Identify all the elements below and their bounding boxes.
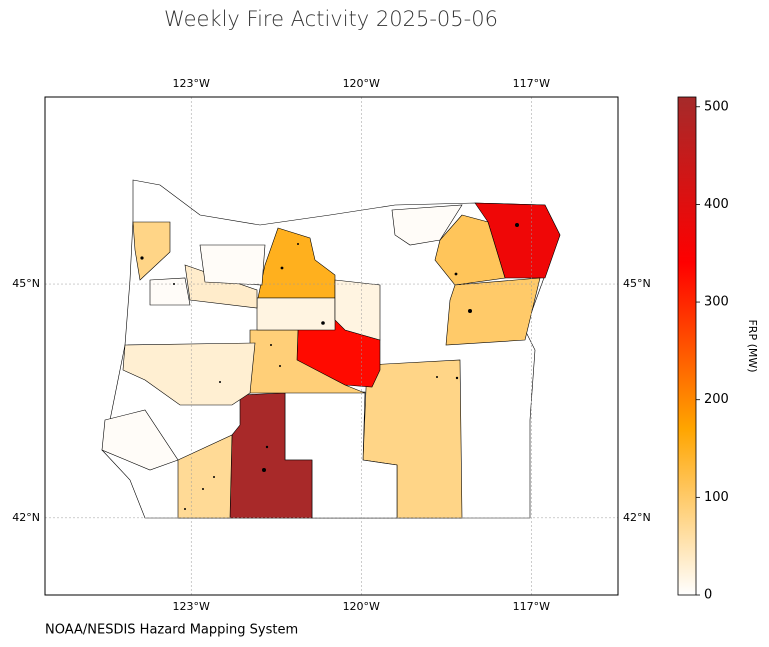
x-tick-label: 123°W xyxy=(173,77,210,90)
y-tick-label: 42°N xyxy=(12,511,40,524)
colorbar-tick-label: 200 xyxy=(704,392,729,407)
region xyxy=(101,409,179,471)
regions xyxy=(101,179,561,519)
region xyxy=(391,204,463,246)
colorbar xyxy=(677,96,697,596)
region xyxy=(122,342,256,406)
y-tick-label: 45°N xyxy=(12,277,40,290)
y-tick-label: 42°N xyxy=(623,511,651,524)
region xyxy=(445,277,541,346)
x-tick-label: 123°W xyxy=(173,600,210,613)
region xyxy=(132,221,171,281)
region xyxy=(199,244,266,286)
region xyxy=(229,392,313,519)
region xyxy=(334,279,381,341)
colorbar-label: FRP (MW) xyxy=(746,319,759,372)
x-tick-label: 120°W xyxy=(343,77,380,90)
footer: NOAA/NESDIS Hazard Mapping System xyxy=(45,623,298,638)
x-tick-label: 120°W xyxy=(343,600,380,613)
colorbar-tick-label: 400 xyxy=(704,197,729,212)
colorbar-tick-label: 100 xyxy=(704,490,729,505)
x-tick-label: 117°W xyxy=(513,600,550,613)
map-frame xyxy=(44,96,619,596)
colorbar-tick-label: 500 xyxy=(704,99,729,114)
region xyxy=(249,329,366,394)
colorbar-tick-label: 0 xyxy=(704,588,712,603)
colorbar-tick-label: 300 xyxy=(704,295,729,310)
title: Weekly Fire Activity 2025-05-06 xyxy=(164,7,498,31)
region xyxy=(149,277,191,306)
grid xyxy=(45,97,618,595)
region xyxy=(256,297,336,331)
x-tick-label: 117°W xyxy=(513,77,550,90)
fire-points xyxy=(140,223,519,510)
y-tick-label: 45°N xyxy=(623,277,651,290)
